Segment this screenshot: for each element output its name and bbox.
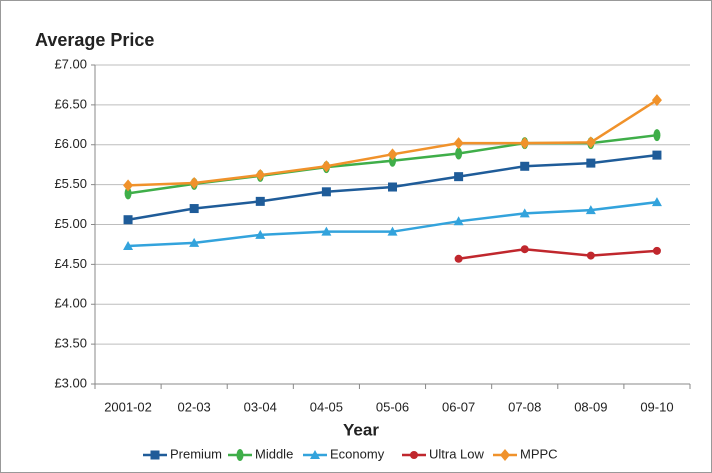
marker xyxy=(387,226,398,236)
legend-marker xyxy=(150,450,160,460)
marker xyxy=(124,187,132,200)
marker xyxy=(321,226,332,236)
marker xyxy=(651,197,662,207)
series-line xyxy=(458,247,658,261)
marker xyxy=(321,160,332,173)
y-tick-label: £6.00 xyxy=(54,136,87,151)
legend-marker xyxy=(410,451,418,459)
legend-label: MPPC xyxy=(520,446,558,461)
legend-label: Middle xyxy=(255,446,293,461)
x-tick-label: 05-06 xyxy=(376,399,409,414)
marker xyxy=(123,179,134,192)
legend-label: Ultra Low xyxy=(429,446,485,461)
marker xyxy=(585,136,596,149)
x-axis-label: Year xyxy=(343,420,379,439)
marker xyxy=(519,137,530,150)
marker xyxy=(255,229,266,239)
marker xyxy=(455,147,463,160)
x-tick-label: 07-08 xyxy=(508,399,541,414)
marker xyxy=(321,187,331,197)
legend-label: Economy xyxy=(330,446,385,461)
marker xyxy=(519,208,530,218)
y-tick-label: £4.50 xyxy=(54,256,87,271)
marker xyxy=(586,158,596,168)
marker xyxy=(520,161,530,171)
marker xyxy=(520,245,529,254)
marker xyxy=(189,237,200,247)
marker xyxy=(453,216,464,226)
marker xyxy=(255,169,266,182)
y-tick-label: £4.00 xyxy=(54,296,87,311)
x-tick-label: 04-05 xyxy=(310,399,343,414)
y-tick-label: £5.00 xyxy=(54,216,87,231)
chart-title: Average Price xyxy=(35,30,154,50)
x-tick-label: 02-03 xyxy=(178,399,211,414)
x-tick-label: 06-07 xyxy=(442,399,475,414)
marker xyxy=(189,177,200,190)
marker xyxy=(653,129,661,142)
marker xyxy=(586,251,595,260)
marker xyxy=(651,94,662,107)
marker xyxy=(453,137,464,150)
marker xyxy=(585,205,596,215)
marker xyxy=(652,150,662,160)
marker xyxy=(123,215,133,225)
y-tick-label: £3.50 xyxy=(54,336,87,351)
marker xyxy=(454,254,463,263)
y-tick-label: £7.00 xyxy=(54,56,87,71)
marker xyxy=(652,246,661,255)
marker xyxy=(189,204,199,214)
legend-marker xyxy=(500,449,510,461)
legend-label: Premium xyxy=(170,446,222,461)
marker xyxy=(454,172,464,182)
y-tick-label: £3.00 xyxy=(54,375,87,390)
marker xyxy=(388,182,397,192)
x-tick-label: 08-09 xyxy=(574,399,607,414)
y-tick-label: £5.50 xyxy=(54,176,87,191)
marker xyxy=(387,148,398,161)
marker xyxy=(255,196,265,206)
x-tick-label: 2001-02 xyxy=(104,399,152,414)
marker xyxy=(123,241,134,251)
x-tick-label: 03-04 xyxy=(244,399,277,414)
legend-marker xyxy=(236,449,244,461)
y-tick-label: £6.50 xyxy=(54,96,87,111)
legend-marker xyxy=(310,450,320,459)
x-tick-label: 09-10 xyxy=(640,399,673,414)
